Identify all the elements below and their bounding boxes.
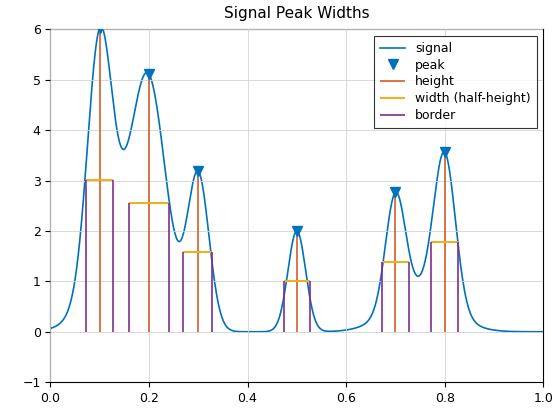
signal — [415, 274, 422, 279]
signal — [452, 220, 459, 226]
Title: Signal Peak Widths: Signal Peak Widths — [224, 6, 370, 21]
signal — [251, 329, 258, 334]
peak — [96, 26, 103, 31]
signal — [97, 24, 104, 29]
peak — [146, 72, 152, 77]
peak — [195, 169, 202, 174]
signal — [343, 328, 349, 333]
peak — [293, 228, 300, 234]
Line: peak: peak — [95, 23, 450, 236]
Legend: signal, peak, height, width (half-height), border: signal, peak, height, width (half-height… — [374, 36, 537, 128]
peak — [441, 150, 448, 155]
peak — [392, 190, 399, 195]
signal — [235, 329, 242, 334]
Line: signal: signal — [50, 26, 543, 332]
signal — [47, 326, 54, 331]
signal — [540, 329, 547, 334]
signal — [368, 314, 375, 319]
signal — [137, 84, 143, 89]
